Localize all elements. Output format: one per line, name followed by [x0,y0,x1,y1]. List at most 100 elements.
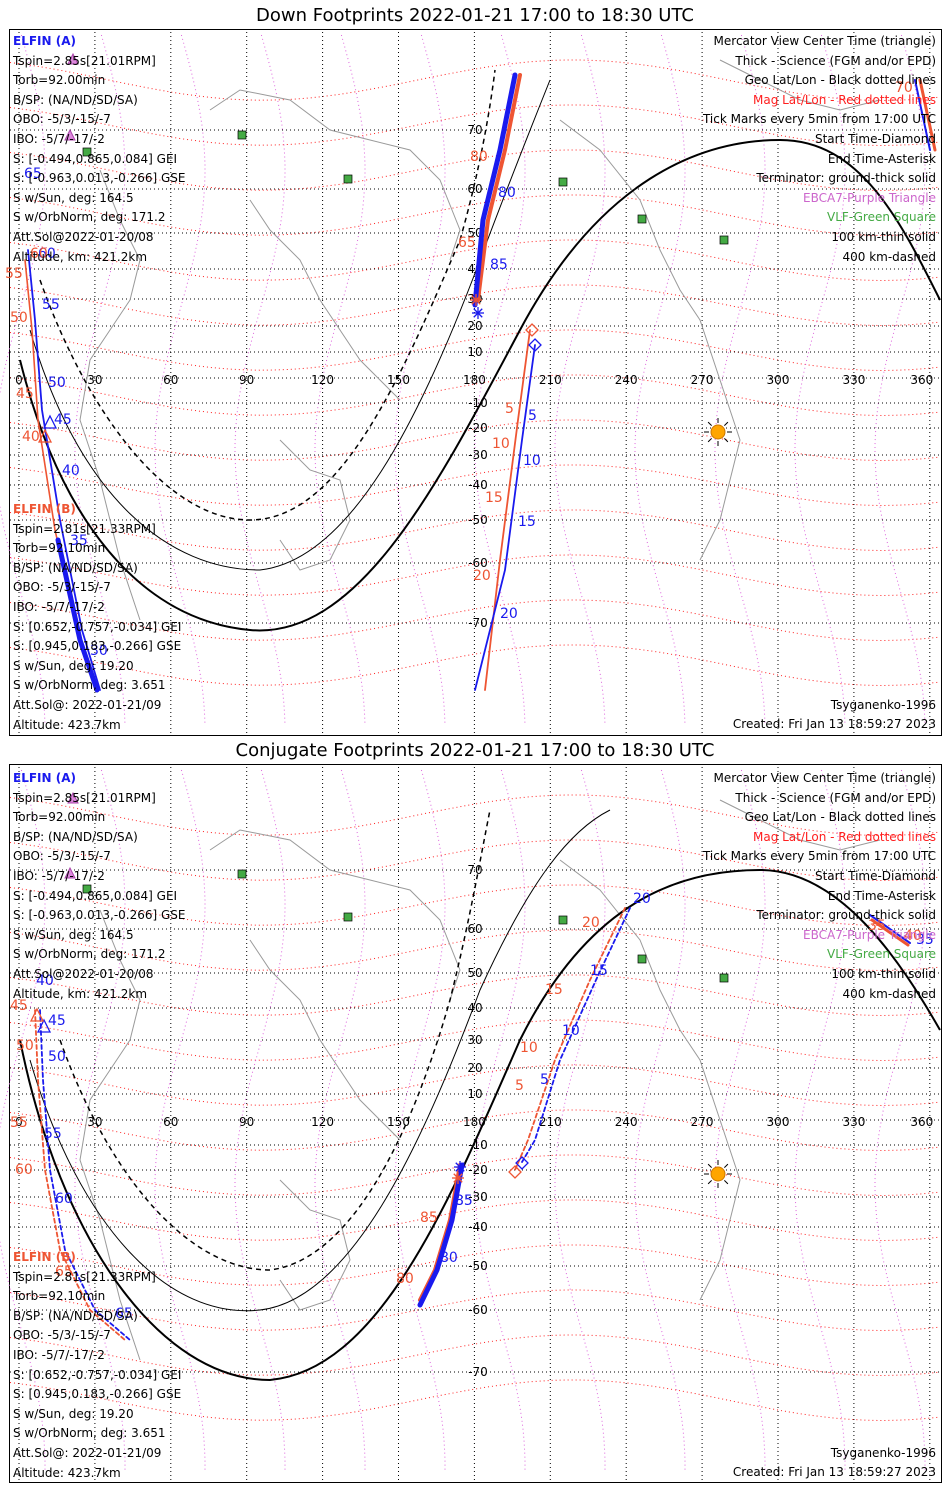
elfin-a-down-track [472,72,518,308]
coastline [559,859,741,1301]
coastline [79,909,141,1361]
info-line: OBO: -5/3/-15/-7 [13,1328,111,1343]
lon-tick-label: 270 [691,1115,714,1129]
lat-tick-label: 20 [467,1061,482,1075]
mag-lat-line [9,59,941,102]
lon-tick-label: 90 [239,1115,254,1129]
info-line: IBO: -5/7/-17/-2 [13,1347,105,1362]
created-label: Created: Fri Jan 13 18:59:27 2023 [732,717,936,731]
map-frame [9,29,942,736]
lat-tick-label: 60 [467,922,482,936]
track-time-label: 15 [485,490,503,506]
track-time-label: 35 [916,932,934,948]
info-line: IBO: -5/7/-17/-2 [13,868,105,883]
lon-tick-label: 180 [463,1115,486,1129]
elfin-a-down-track [27,249,101,691]
elfin-a-down-track [474,344,536,691]
lat-tick-label: 70 [467,863,482,877]
track-time-label: 10 [562,1023,580,1039]
legend-item: Start Time-Diamond [814,868,936,883]
lat-tick-label: -50 [468,1259,488,1273]
start-diamond-marker [515,1156,529,1170]
coastline [279,439,351,571]
track-time-label: 80 [470,149,488,165]
info-line: Att.Sol@: 2022-01-21/09 [13,697,162,712]
mag-lat-line [9,974,941,1017]
mag-lon-line [794,34,846,726]
track-time-label: 5 [528,408,537,424]
model-label: Tsyganenko-1996 [830,698,936,712]
track-time-label: 10 [520,1040,538,1056]
mag-lat-line [9,149,941,192]
info-line: OBO: -5/3/-15/-7 [13,580,111,595]
created-label: Created: Fri Jan 13 18:59:27 2023 [732,1465,936,1479]
lon-tick-label: 210 [539,373,562,387]
lon-tick-label: 120 [311,373,334,387]
mag-lon-line [74,34,126,726]
lon-tick-label: 150 [387,373,410,387]
info-line: S: [0.945,0.183,-0.266] GSE [13,1387,182,1402]
end-asterisk-marker [453,1173,463,1183]
info-line: S: [0.652,-0.757,-0.034] GEI [13,619,182,634]
elfin-b-info: ELFIN (B) Tspin=2.81s[21.33RPM] Torb=92.… [13,500,181,735]
start-diamond-marker [525,323,539,337]
mag-lon-line [874,34,926,726]
track-time-label: 35 [868,918,886,934]
info-line: Tspin=2.85s[21.01RPM] [13,790,156,805]
vlf-station-marker [82,884,92,894]
legend-item: EBCA7-Purple Triangle [803,190,936,205]
track-time-label: 50 [48,1049,66,1065]
track-time-label: 45 [54,412,72,428]
track-time-label: 15 [545,982,563,998]
mag-lon-line [554,34,606,726]
info-line: S w/OrbNorm, deg: 171.2 [13,947,166,962]
legend-item: VLF-Green Square [827,210,936,225]
lon-tick-label: 300 [767,373,790,387]
track-time-label: 35 [70,533,88,549]
terminator-ground-line [19,868,941,1382]
track-time-label: 40 [36,973,54,989]
track-time-label: 5 [540,1072,549,1088]
mag-lon-line [154,34,206,726]
end-asterisk-marker [455,1162,465,1172]
vlf-station-marker [237,130,247,140]
info-line: Torb=92.10min [13,541,106,556]
info-line: Torb=92.00min [13,73,106,88]
panel-title: Down Footprints 2022-01-21 17:00 to 18:3… [256,5,694,26]
track-time-label: 65 [458,235,476,251]
lat-tick-label: -20 [468,1163,488,1177]
track-time-label: 85 [420,1210,438,1226]
legend-item: Thick - Science (FGM and/or EPD) [735,790,936,805]
lon-tick-label: 90 [239,373,254,387]
info-line: OBO: -5/3/-15/-7 [13,849,111,864]
coastline [559,119,741,561]
lat-tick-label: -30 [468,1190,488,1204]
coastline [249,199,401,401]
lat-tick-label: 70 [467,123,482,137]
mag-lat-line [9,1334,941,1377]
lon-tick-label: 330 [842,1115,865,1129]
elfin-a-conj-track [39,1009,131,1341]
track-time-label: 20 [500,606,518,622]
lat-tick-label: 30 [467,1033,482,1047]
model-label: Tsyganenko-1996 [830,1446,936,1460]
track-time-label: 50 [16,1038,34,1054]
terminator-400km-line [39,69,496,521]
lon-tick-label: 210 [539,1115,562,1129]
info-line: S: [0.652,-0.757,-0.034] GEI [13,1367,182,1382]
info-line: S: [0.945,0.183,-0.266] GSE [13,639,182,654]
track-time-label: 60 [38,246,56,262]
track-time-label: 85 [455,1193,473,1209]
sun-ray [707,1180,712,1185]
info-line: S: [-0.494,0.865,0.084] GEI [13,888,178,903]
lat-tick-label: -70 [468,1365,488,1379]
elfin-a-label: ELFIN (A) [13,34,76,48]
vlf-station-marker [637,214,647,224]
legend-item: Thick - Science (FGM and/or EPD) [735,53,936,68]
info-line: Tspin=2.85s[21.01RPM] [13,53,156,68]
track-time-label: 50 [10,310,28,326]
info-line: Torb=92.00min [13,810,106,825]
lat-tick-label: -60 [468,556,488,570]
elfin-a-info: ELFIN (A) Tspin=2.85s[21.01RPM] Torb=92.… [13,769,186,1004]
vlf-station-marker [82,147,92,157]
